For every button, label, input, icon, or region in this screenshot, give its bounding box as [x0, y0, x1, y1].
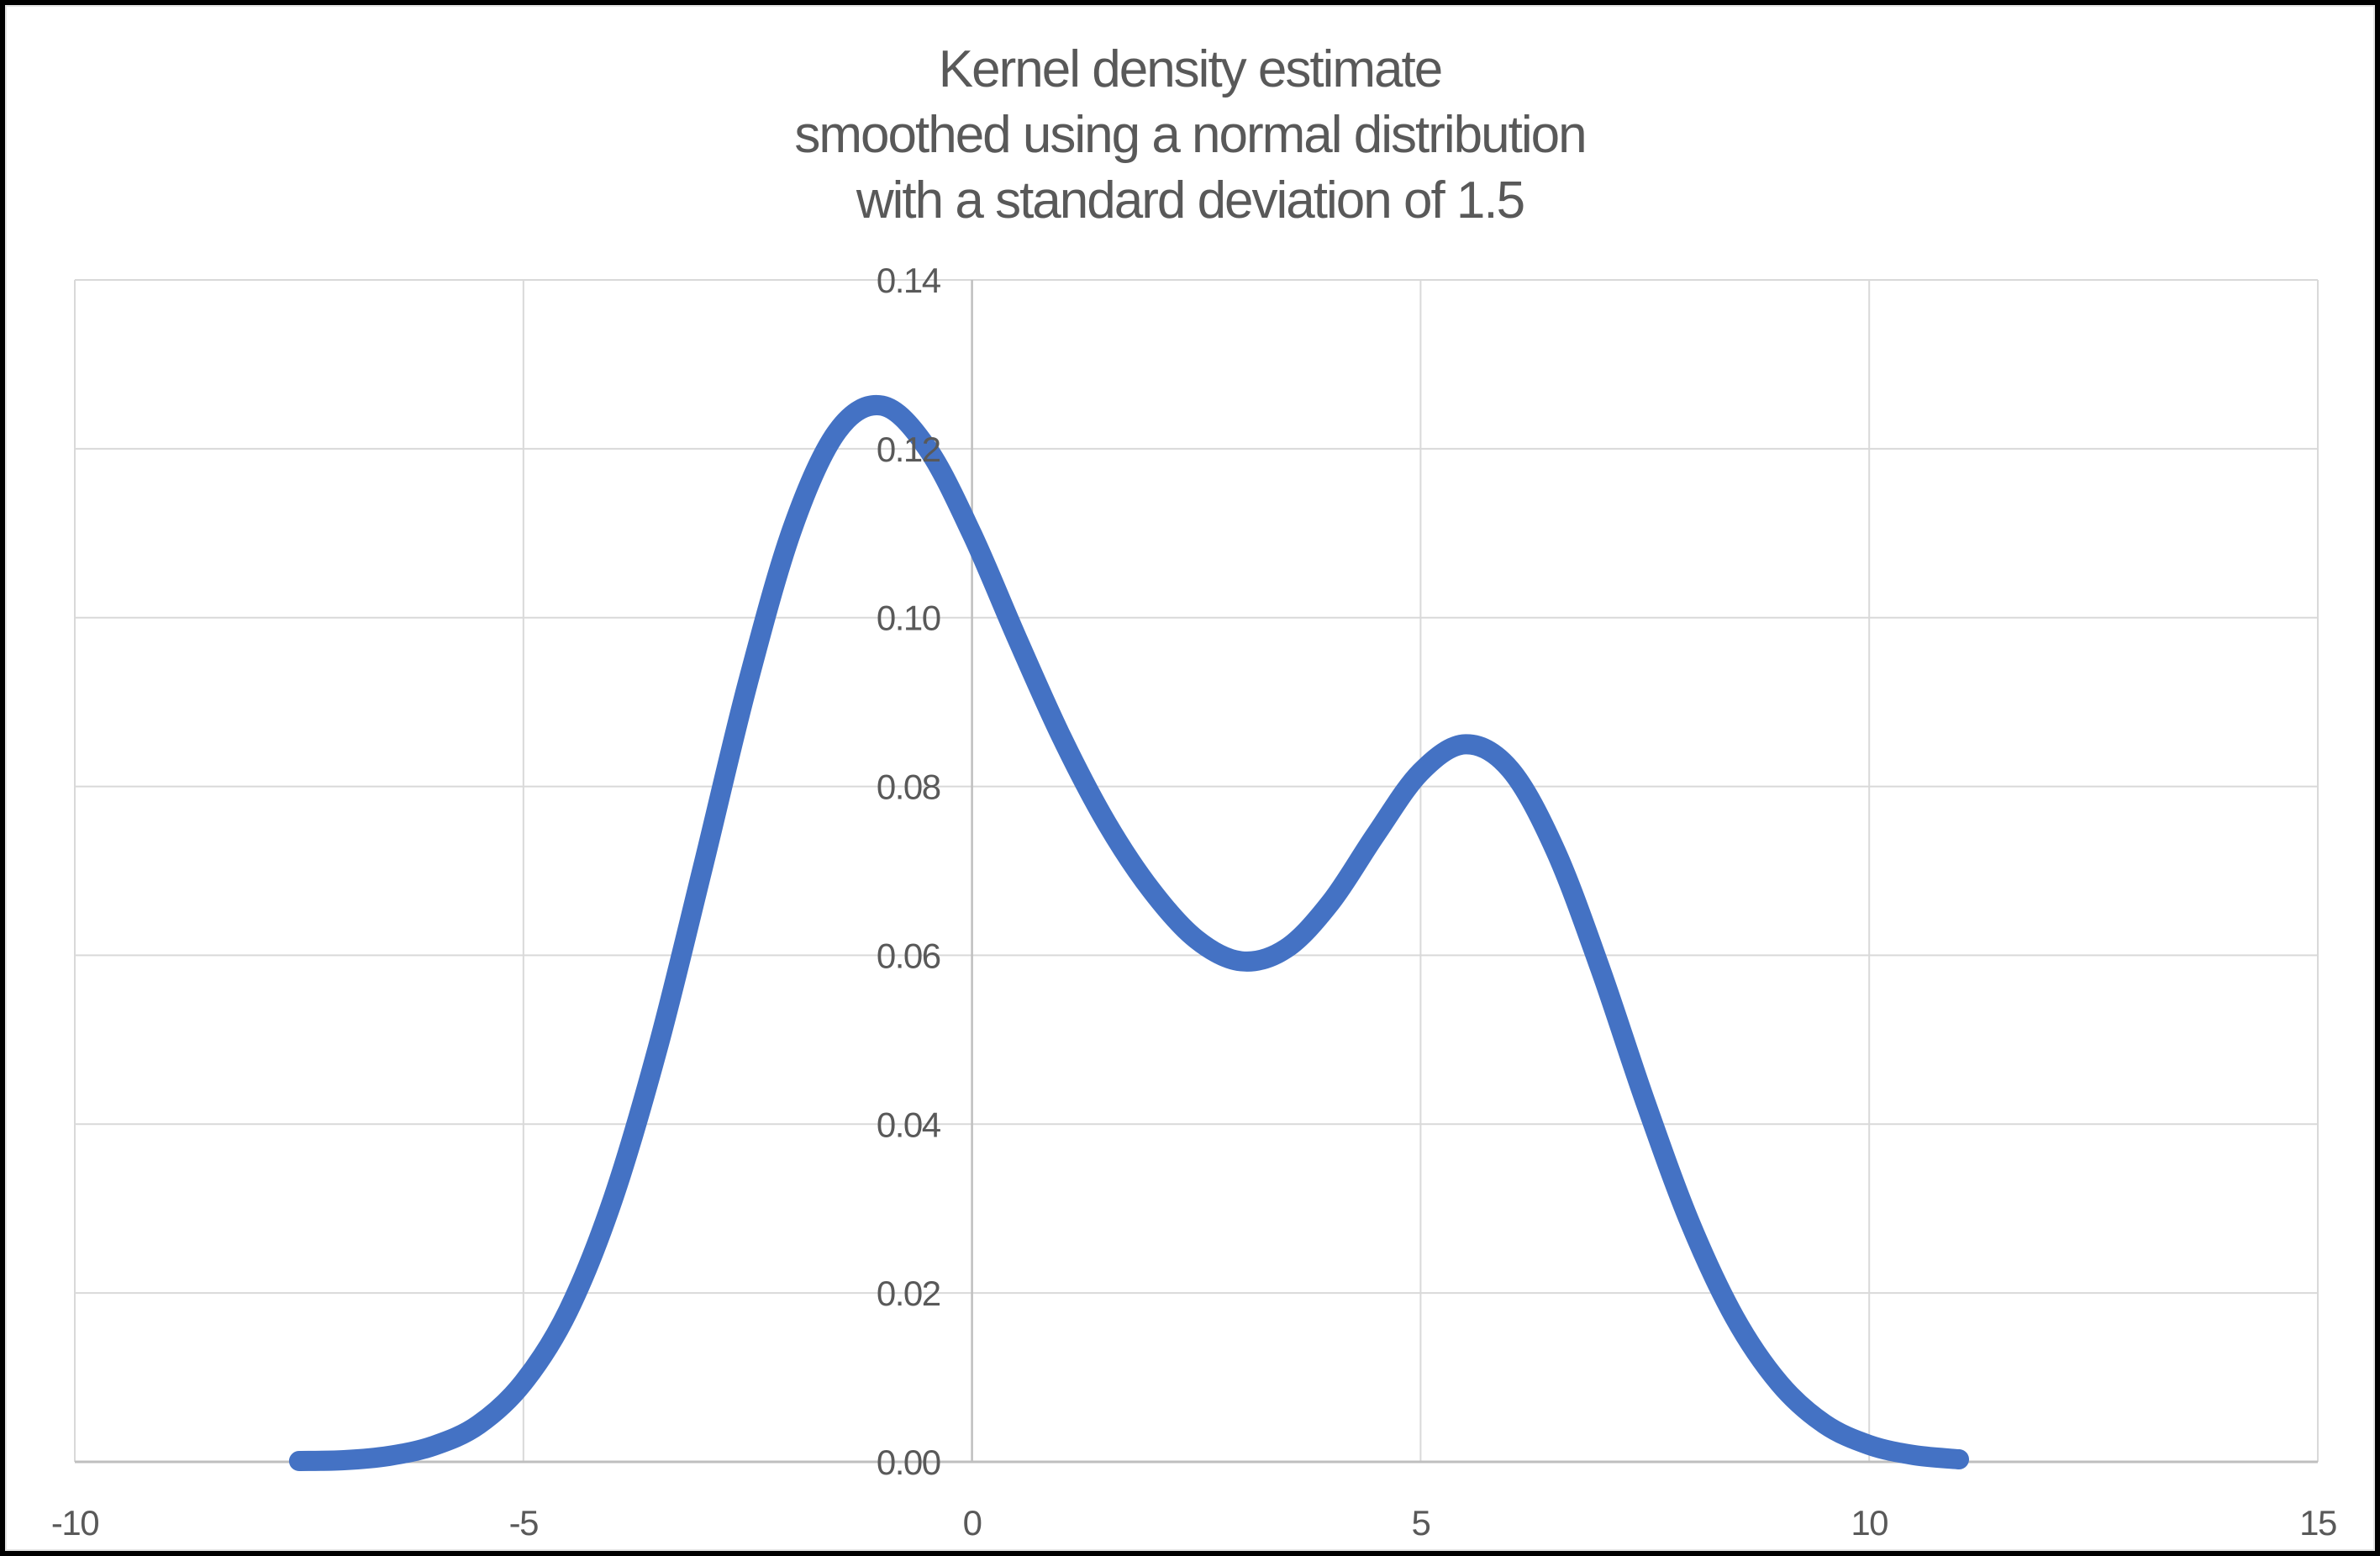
- x-tick-label: -10: [51, 1503, 98, 1543]
- x-tick-label: 10: [1851, 1503, 1888, 1543]
- y-tick-label: 0.10: [877, 599, 940, 638]
- kde-plot: 0.00 0.02 0.04 0.06 0.08 0.10 0.12 0.14 -10 -5 0 5 1…: [51, 261, 2338, 1543]
- x-tick-label: 15: [2299, 1503, 2336, 1543]
- chart-title-line-1: Kernel density estimate: [938, 40, 1443, 98]
- kde-curve: [288, 394, 1969, 1471]
- x-tick-label: 5: [1411, 1503, 1430, 1543]
- chart-title: Kernel density estimate smoothed using a…: [5, 37, 2375, 234]
- y-tick-label: 0.00: [877, 1443, 940, 1482]
- y-tick-label: 0.06: [877, 936, 940, 975]
- y-tick-label: 0.12: [877, 430, 940, 469]
- y-tick-label: 0.02: [877, 1274, 940, 1313]
- chart-title-line-3: with a standard deviation of 1.5: [856, 171, 1525, 229]
- y-tick-label: 0.14: [877, 261, 941, 300]
- chart-title-line-2: smoothed using a normal distribution: [794, 106, 1587, 164]
- y-tick-label: 0.04: [877, 1105, 941, 1144]
- x-tick-label: -5: [509, 1503, 538, 1543]
- y-tick-label: 0.08: [877, 767, 940, 807]
- x-tick-label: 0: [963, 1503, 982, 1543]
